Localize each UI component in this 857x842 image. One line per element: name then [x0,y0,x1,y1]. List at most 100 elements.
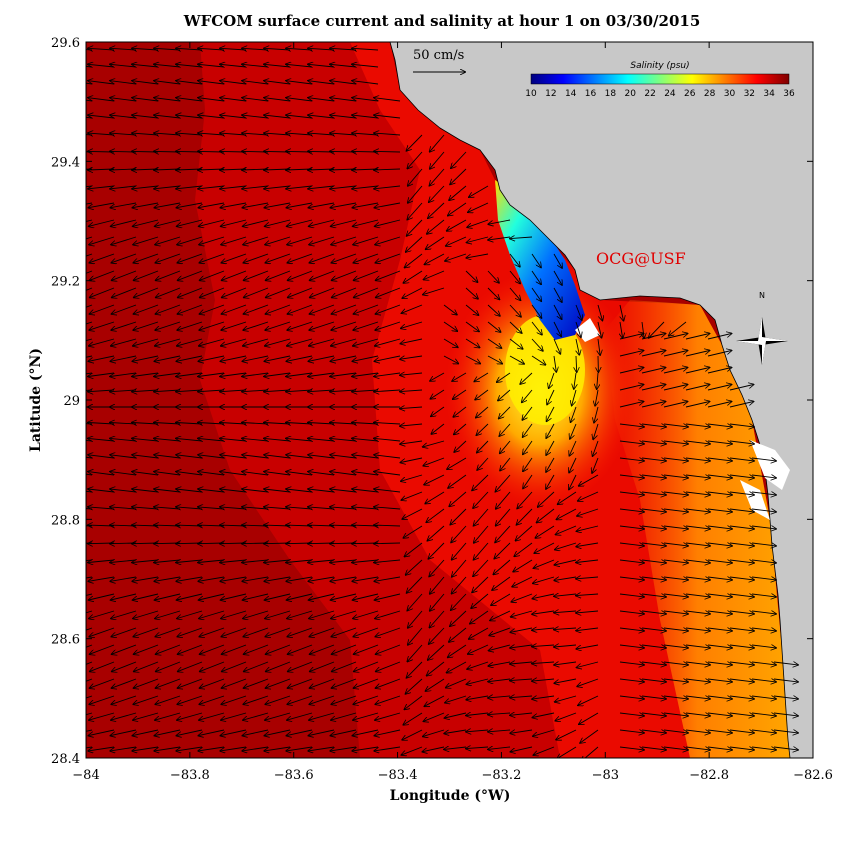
current-vector [287,236,313,245]
current-vector [222,253,247,263]
current-vector [663,543,688,546]
current-vector [375,219,401,226]
current-vector [352,64,379,67]
current-vector [86,610,93,614]
current-vector [265,695,291,704]
current-vector [663,730,688,733]
current-vector [111,729,137,736]
current-vector [453,406,467,417]
current-vector [448,644,467,657]
current-vector [751,509,776,512]
current-vector [597,304,602,320]
current-vector [88,202,115,208]
current-vector [554,611,577,613]
current-vector [663,492,688,495]
current-vector [663,577,688,580]
current-vector [449,185,467,200]
current-vector [663,334,687,340]
current-vector [619,402,643,408]
current-vector [220,202,247,208]
current-vector [287,338,313,346]
current-vector [576,611,599,613]
current-vector [553,338,560,354]
current-vector [266,644,291,654]
colorbar-tick-label: 12 [545,89,556,99]
current-vector [375,321,401,330]
current-vector [707,713,732,716]
current-vector [243,321,269,330]
current-vector [619,645,644,648]
current-vector [353,695,379,704]
current-vector [707,594,732,597]
current-vector [619,679,644,682]
current-vector [330,202,357,208]
current-vector [685,475,710,478]
current-vector [729,696,754,699]
current-vector [266,253,291,263]
current-vector [222,270,247,280]
current-vector [222,661,247,671]
current-vector [112,304,137,314]
current-vector [429,185,445,202]
current-vector [663,560,688,563]
current-vector [751,713,776,716]
current-vector [310,644,335,654]
current-vector [375,593,401,600]
current-vector [86,627,93,631]
current-vector [424,270,445,280]
current-vector [577,525,599,531]
current-vector [641,526,666,529]
current-vector [773,679,798,682]
current-vector [331,729,357,736]
current-vector [374,186,401,189]
current-vector [663,679,688,682]
current-vector [663,458,688,461]
current-vector [470,610,489,624]
current-vector [331,321,357,330]
current-vector [546,440,555,455]
current-vector [288,661,313,671]
current-vector [619,730,644,733]
current-vector [200,270,225,280]
current-vector [663,509,688,512]
current-vector [620,304,624,321]
current-vector [199,593,225,600]
current-vector [537,508,555,523]
current-vector [266,287,291,297]
x-tick-label: −82.6 [793,768,833,783]
current-vector [445,712,467,718]
current-vector [177,593,203,600]
current-vector [133,355,159,361]
current-vector [468,644,489,654]
current-vector [577,508,599,516]
current-vector [134,661,159,671]
current-vector [400,407,423,409]
current-vector [641,334,665,340]
current-vector [178,661,203,671]
current-vector [200,627,225,637]
current-vector [685,543,710,546]
current-vector [707,368,731,374]
current-vector [376,661,401,671]
current-vector [641,424,666,427]
current-vector [663,351,687,357]
current-vector [523,474,533,488]
current-vector [89,355,115,361]
current-vector [469,185,489,197]
current-vector [474,372,489,381]
current-vector [86,304,93,308]
current-vector [244,627,269,637]
current-vector [176,202,203,208]
current-vector [448,202,467,216]
current-vector [221,321,247,330]
current-vector [663,628,688,631]
current-vector [266,661,291,671]
current-vector [112,627,137,637]
current-vector [576,338,579,355]
current-vector [685,611,710,614]
current-vector [447,661,467,673]
current-vector [729,577,754,580]
current-vector [476,406,489,418]
current-vector [685,385,709,391]
current-vector [663,441,688,444]
